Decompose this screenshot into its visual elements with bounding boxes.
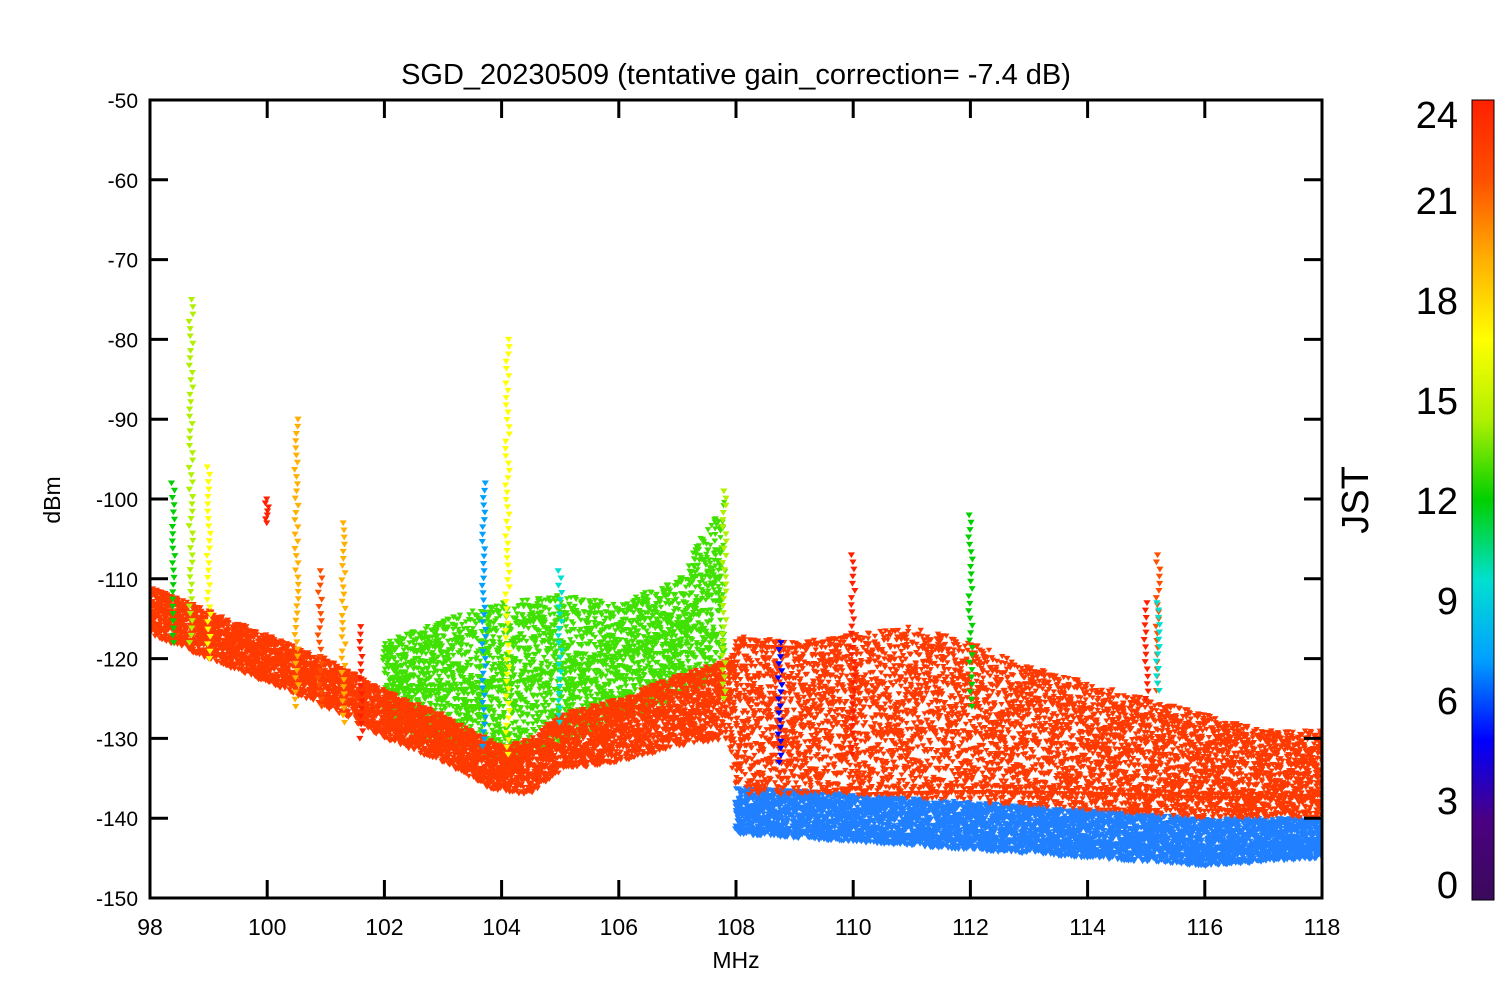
colorbar-tick-label: 18 — [1416, 281, 1458, 323]
spike-marker — [501, 336, 514, 758]
y-tick-label: -120 — [96, 649, 138, 672]
spike-path — [1152, 600, 1164, 694]
x-tick-label: 118 — [1304, 914, 1341, 940]
chart-title: SGD_20230509 (tentative gain_correction=… — [401, 59, 1071, 91]
spike-marker — [356, 624, 367, 742]
spike-path — [478, 480, 490, 750]
colorbar-tick-label: 12 — [1416, 481, 1458, 523]
colorbar-tick-label: 6 — [1437, 681, 1458, 723]
x-tick-label: 102 — [365, 914, 403, 940]
x-tick-label: 114 — [1069, 914, 1106, 940]
y-tick-label: -150 — [96, 888, 138, 911]
spike-path — [261, 496, 273, 527]
y-tick-label: -100 — [96, 489, 138, 512]
spike-marker — [774, 640, 786, 766]
series-marker-path — [732, 785, 1322, 869]
x-axis: 98 100 102 104 106 108 110 112 114 116 118 — [137, 100, 1340, 940]
x-tick-label: 104 — [482, 914, 521, 940]
spike-marker — [338, 520, 349, 726]
y-tick-label: -50 — [108, 90, 138, 113]
spike-marker — [554, 568, 566, 726]
colorbar-ticks: 0 3 6 9 12 15 18 21 24 — [1416, 95, 1458, 907]
x-tick-label: 108 — [717, 914, 755, 940]
x-tick-label: 98 — [137, 914, 163, 940]
spike-path — [965, 512, 976, 710]
spike-marker — [203, 464, 215, 662]
spike-path — [338, 520, 349, 726]
spike-path — [1140, 600, 1152, 702]
spike-marker — [847, 552, 859, 758]
x-tick-label: 106 — [600, 914, 638, 940]
data-layer — [150, 296, 1322, 869]
series-markers — [379, 499, 729, 764]
colorbar-tick-label: 24 — [1416, 95, 1458, 137]
y-tick-label: -80 — [108, 329, 138, 352]
spike-marker — [261, 496, 273, 527]
series-markers — [732, 785, 1322, 869]
x-axis-label: MHz — [712, 947, 759, 973]
spike-path — [291, 416, 303, 710]
spike-marker — [291, 416, 303, 710]
spike-path — [185, 296, 197, 646]
series-markers — [150, 586, 1322, 821]
x-tick-label: 100 — [248, 914, 286, 940]
spike-path — [847, 552, 859, 758]
colorbar-tick-label: 21 — [1416, 181, 1458, 223]
colorbar-label: JST — [1335, 466, 1377, 534]
y-tick-label: -90 — [108, 409, 138, 432]
y-tick-label: -110 — [98, 569, 138, 592]
y-tick-label: -60 — [108, 170, 138, 193]
x-tick-label: 116 — [1186, 914, 1223, 940]
spike-marker — [1140, 600, 1152, 702]
y-tick-label: -140 — [96, 808, 138, 831]
y-tick-label: -70 — [108, 250, 138, 273]
spike-marker — [718, 488, 730, 702]
colorbar-tick-label: 3 — [1437, 781, 1458, 823]
y-tick-label: -130 — [96, 728, 138, 751]
colorbar-tick-label: 0 — [1437, 865, 1458, 907]
colorbar-tick-label: 15 — [1416, 381, 1458, 423]
y-axis-label: dBm — [39, 476, 65, 523]
spike-path — [554, 568, 566, 726]
spike-marker — [167, 480, 179, 646]
colorbar: 0 3 6 9 12 15 18 21 24 JST — [1335, 95, 1495, 907]
series-marker-path — [150, 586, 1322, 821]
spike-path — [501, 336, 514, 758]
spike-path — [718, 488, 730, 702]
x-tick-label: 110 — [835, 914, 872, 940]
colorbar-tick-label: 9 — [1437, 581, 1458, 623]
spike-marker — [185, 296, 197, 646]
spike-path — [774, 640, 786, 766]
spike-marker — [965, 512, 976, 710]
series-marker-path — [379, 499, 729, 764]
spike-marker — [478, 480, 490, 750]
spike-path — [356, 624, 367, 742]
y-axis: -50 -60 -70 -80 -90 -100 -110 -120 -130 -140 -150 — [96, 90, 1322, 911]
x-tick-label: 112 — [952, 914, 989, 940]
spike-path — [167, 480, 179, 646]
colorbar-gradient — [1471, 99, 1495, 901]
spike-path — [203, 464, 215, 662]
spike-marker — [1152, 600, 1164, 694]
